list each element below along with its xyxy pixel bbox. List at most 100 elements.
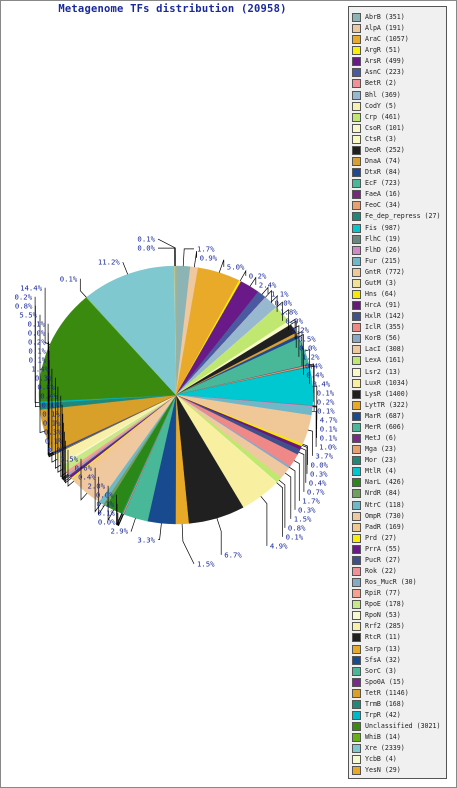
legend-label: LacI (308) [365,345,405,354]
legend-label: LuxR (1034) [365,378,409,387]
slice-percent-label: 0.5% [298,335,316,344]
legend-swatch [352,533,361,543]
slice-percent-label: 0.0% [311,461,329,470]
slice-percent-label: 0.1% [42,409,60,418]
legend-swatch [352,733,361,743]
legend-swatch [352,522,361,532]
legend-swatch [352,389,361,399]
legend-label: Mor (23) [365,456,397,465]
legend-swatch [352,157,361,167]
legend-swatch [352,323,361,333]
slice-percent-label: 14.4% [20,283,43,292]
legend-label: NarL (426) [365,478,405,487]
slice-percent-label: 0.0% [96,490,114,499]
label-leader-line [296,331,303,366]
legend-label: Lsr2 (13) [365,367,401,376]
slice-percent-label: 0.1% [317,389,335,398]
legend-swatch [352,312,361,322]
label-leader-line [261,286,269,295]
slice-percent-label: 0.3% [298,506,316,515]
slice-percent-label: 0.0% [137,244,155,253]
legend-swatch [352,699,361,709]
legend-label: AsnC (223) [365,68,405,77]
label-leader-line [80,458,88,501]
legend-swatch [352,35,361,45]
legend-swatch [352,611,361,621]
legend-swatch [352,112,361,122]
legend-label: Rrf2 (285) [365,622,405,631]
legend-label: Prd (27) [365,533,397,542]
label-leader-line [34,296,40,403]
label-leader-line [289,467,296,510]
slice-percent-label: 0.3% [35,373,53,382]
slice-percent-label: 0.1% [29,355,47,364]
legend-swatch [352,434,361,444]
legend-swatch [352,766,361,776]
legend-swatch [352,57,361,67]
legend-label: TrpR (42) [365,711,401,720]
legend-swatch [352,256,361,266]
slice-percent-label: 5.0% [227,263,245,272]
label-leader-line [64,431,71,483]
slice-percent-label: 0.6% [75,463,93,472]
legend-swatch [352,367,361,377]
legend-label: SfsA (32) [365,655,401,664]
label-leader-line [301,445,308,474]
label-leader-line [158,247,176,267]
legend-label: MtlR (4) [365,467,397,476]
legend-swatch [352,544,361,554]
legend-label: DeoR (252) [365,145,405,154]
legend-label: Unclassified (3021) [365,722,441,731]
slice-percent-label: 0.0% [299,344,317,353]
label-leader-line [44,287,51,345]
label-leader-line [249,276,257,287]
legend-label: LexA (161) [365,356,405,365]
legend-swatch [352,456,361,466]
slice-percent-label: 0.4% [305,362,323,371]
legend-swatch [352,677,361,687]
label-leader-line [47,323,54,456]
legend-label: PadR (169) [365,522,405,531]
legend-swatch [352,345,361,355]
legend-label: HrcA (91) [365,301,401,310]
slice-percent-label: 3.5% [60,454,78,463]
slice-percent-label: 0.2% [15,292,33,301]
slice-percent-label: 0.1% [42,400,60,409]
legend-label: MerR (606) [365,422,405,431]
legend-label: AraC (1057) [365,35,409,44]
legend-label: TetR (1146) [365,688,409,697]
slice-percent-label: 0.2% [28,337,46,346]
label-leader-line [55,377,61,469]
legend-swatch [352,201,361,211]
label-leader-line [158,523,162,541]
slice-percent-label: 1.4% [31,364,49,373]
legend-swatch [352,567,361,576]
legend-label: YcbB (4) [365,755,397,764]
legend-swatch [352,622,361,632]
label-leader-line [65,440,72,484]
legend-label: PucR (27) [365,555,401,564]
label-leader-line [260,496,268,546]
pie-slice-Unclassified [38,297,177,402]
legend-swatch [352,378,361,388]
slice-percent-label: 0.1% [317,407,335,416]
legend-swatch [352,633,361,643]
legend-label: Spo0A (15) [365,677,405,686]
slice-percent-label: 4.7% [320,416,338,425]
legend-label: WhiB (14) [365,733,401,742]
slice-percent-label: 6.7% [224,551,242,560]
legend-swatch [352,79,361,89]
legend-label: RpiR (77) [365,589,401,598]
label-leader-line [62,413,69,481]
legend-swatch [352,644,361,654]
label-leader-line [218,259,225,273]
slice-percent-label: 2.4% [259,281,277,290]
legend-swatch [352,511,361,521]
slice-percent-label: 0.1% [28,319,46,328]
slice-percent-label: 0.9% [200,254,218,263]
slice-percent-label: 0.4% [306,371,324,380]
label-leader-line [193,251,197,268]
label-leader-line [290,320,297,348]
label-leader-line [276,301,283,321]
